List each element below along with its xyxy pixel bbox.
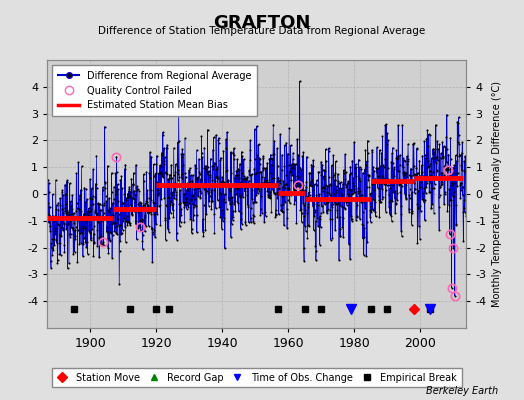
Y-axis label: Monthly Temperature Anomaly Difference (°C): Monthly Temperature Anomaly Difference (…	[492, 81, 502, 307]
Legend: Station Move, Record Gap, Time of Obs. Change, Empirical Break: Station Move, Record Gap, Time of Obs. C…	[52, 368, 462, 388]
Text: Berkeley Earth: Berkeley Earth	[425, 386, 498, 396]
Text: Difference of Station Temperature Data from Regional Average: Difference of Station Temperature Data f…	[99, 26, 425, 36]
Text: GRAFTON: GRAFTON	[213, 14, 311, 32]
